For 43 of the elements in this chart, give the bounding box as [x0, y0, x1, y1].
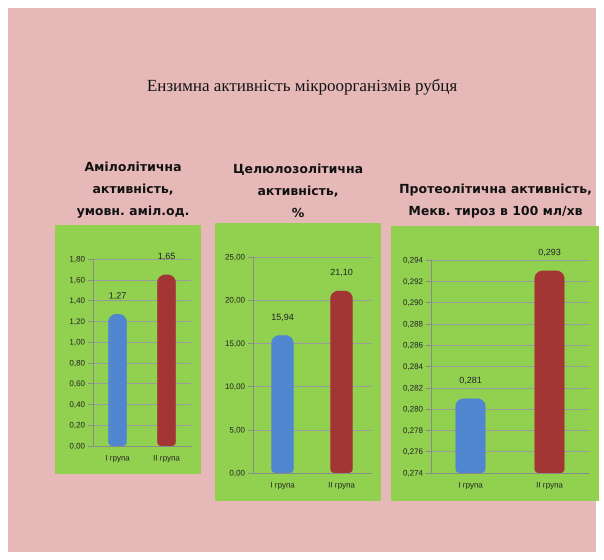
y-tick-label: 0,282	[402, 383, 424, 392]
y-tick-label: 1,00	[69, 338, 86, 347]
y-tick-label: 0,40	[69, 400, 86, 409]
y-tick-label: 0,278	[402, 426, 424, 435]
y-tick-label: 0,294	[402, 256, 424, 264]
text: Ензимна активність мікроорганізмів рубця	[146, 76, 458, 96]
data-label: 21,10	[330, 267, 353, 278]
data-label: 15,94	[271, 312, 294, 322]
y-tick-label: 0,00	[69, 442, 86, 450]
data-label: 0,281	[459, 374, 482, 385]
y-tick-label: 10,00	[224, 382, 246, 392]
chart-title: Протеолітична активність, Мекв. тироз в 100 мл/хв	[398, 180, 593, 220]
x-tick-label: I група	[105, 454, 130, 462]
data-label: 1,65	[158, 251, 176, 262]
y-tick-label: 1,60	[69, 275, 86, 284]
y-tick-label: 0,290	[402, 298, 424, 308]
x-tick-label: II група	[328, 480, 356, 490]
y-tick-label: 0,276	[402, 447, 424, 456]
y-tick-label: 20,00	[224, 296, 246, 305]
y-tick-label: 0,274	[402, 468, 424, 478]
x-tick-label: I група	[270, 480, 296, 490]
y-tick-label: 15,00	[224, 338, 246, 348]
y-tick-label: 0,280	[402, 404, 424, 414]
y-tick-label: 1,80	[69, 254, 86, 264]
y-tick-label: 0,00	[229, 468, 246, 478]
y-tick-label: 0,20	[69, 420, 86, 430]
y-tick-label: 5,00	[229, 425, 246, 434]
y-tick-label: 1,20	[69, 316, 86, 326]
y-tick-label: 0,286	[402, 340, 424, 350]
y-tick-label: 25,00	[224, 252, 246, 262]
x-tick-label: II група	[153, 454, 180, 462]
chart-title: Целюлозолітична активність, %	[232, 160, 364, 222]
x-tick-label: II група	[536, 480, 564, 490]
y-tick-label: 0,60	[69, 379, 86, 388]
x-tick-label: I група	[458, 480, 484, 490]
y-tick-label: 0,288	[402, 319, 424, 328]
y-tick-label: 1,40	[69, 296, 86, 306]
chart-title: Амілолітична активність, умовн. аміл.од.	[76, 158, 190, 220]
y-tick-label: 0,292	[402, 276, 424, 286]
y-tick-label: 0,284	[402, 362, 424, 371]
data-label: 0,293	[538, 247, 561, 258]
y-tick-label: 0,80	[69, 358, 86, 368]
data-label: 1,27	[108, 290, 126, 301]
